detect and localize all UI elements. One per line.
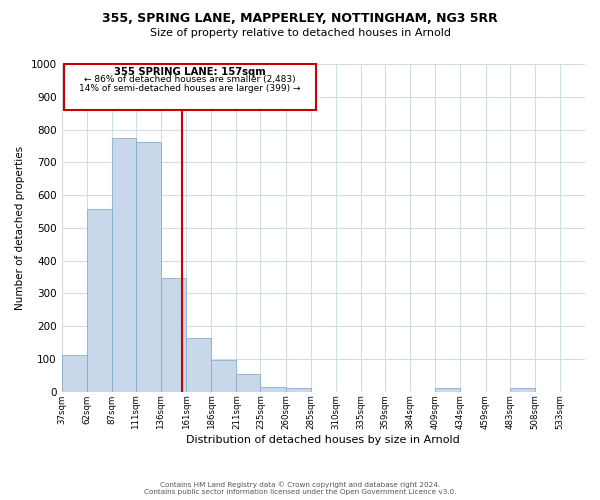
Bar: [186, 338, 211, 392]
X-axis label: Distribution of detached houses by size in Arnold: Distribution of detached houses by size …: [187, 435, 460, 445]
Bar: [136, 142, 161, 392]
Text: Size of property relative to detached houses in Arnold: Size of property relative to detached ho…: [149, 28, 451, 38]
Text: ← 86% of detached houses are smaller (2,483): ← 86% of detached houses are smaller (2,…: [84, 76, 295, 84]
Y-axis label: Number of detached properties: Number of detached properties: [15, 146, 25, 310]
Bar: [86, 209, 112, 392]
Text: 14% of semi-detached houses are larger (399) →: 14% of semi-detached houses are larger (…: [79, 84, 301, 94]
Text: 355 SPRING LANE: 157sqm: 355 SPRING LANE: 157sqm: [114, 66, 266, 76]
Bar: [112, 138, 136, 392]
Bar: [236, 374, 260, 392]
Bar: [509, 388, 535, 392]
Bar: [211, 360, 236, 392]
Bar: [64, 64, 316, 110]
Text: 355, SPRING LANE, MAPPERLEY, NOTTINGHAM, NG3 5RR: 355, SPRING LANE, MAPPERLEY, NOTTINGHAM,…: [102, 12, 498, 26]
Bar: [62, 355, 86, 392]
Bar: [435, 388, 460, 392]
Bar: [286, 388, 311, 392]
Bar: [260, 387, 286, 392]
Text: Contains HM Land Registry data © Crown copyright and database right 2024.
Contai: Contains HM Land Registry data © Crown c…: [144, 482, 456, 495]
Bar: [161, 278, 186, 392]
